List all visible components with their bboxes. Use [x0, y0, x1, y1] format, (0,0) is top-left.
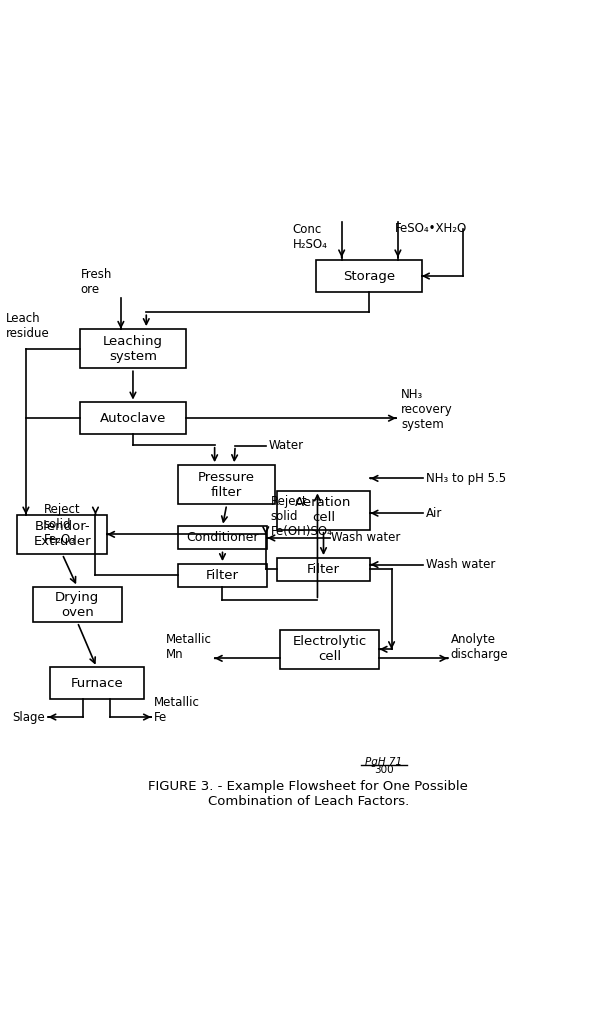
Text: Metallic
Mn: Metallic Mn [165, 633, 212, 661]
Text: Blendor-
Extruder: Blendor- Extruder [33, 520, 91, 548]
FancyBboxPatch shape [33, 587, 122, 622]
Text: Conditioner: Conditioner [186, 531, 259, 545]
Text: Fresh
ore: Fresh ore [81, 268, 112, 296]
Text: Reject
solid
Fe₂O₃: Reject solid Fe₂O₃ [44, 504, 80, 547]
Text: Wash water: Wash water [426, 558, 496, 571]
Text: NH₃
recovery
system: NH₃ recovery system [401, 387, 453, 431]
Text: Drying
oven: Drying oven [55, 590, 100, 619]
Text: Conc
H₂SO₄: Conc H₂SO₄ [293, 222, 328, 251]
FancyBboxPatch shape [80, 403, 186, 434]
FancyBboxPatch shape [80, 329, 186, 369]
Text: FIGURE 3. - Example Flowsheet for One Possible
Combination of Leach Factors.: FIGURE 3. - Example Flowsheet for One Po… [148, 781, 468, 809]
Text: Slage: Slage [12, 711, 46, 723]
Text: Autoclave: Autoclave [100, 412, 166, 424]
Text: Water: Water [269, 439, 304, 452]
Text: Metallic
Fe: Metallic Fe [154, 696, 200, 724]
Text: NH₃ to pH 5.5: NH₃ to pH 5.5 [426, 472, 507, 485]
Text: Leach
residue: Leach residue [6, 312, 50, 340]
FancyBboxPatch shape [178, 466, 275, 505]
FancyBboxPatch shape [280, 629, 379, 668]
Text: Furnace: Furnace [70, 677, 123, 690]
Text: PgH 71: PgH 71 [365, 757, 403, 766]
Text: Storage: Storage [343, 270, 395, 282]
FancyBboxPatch shape [316, 261, 422, 291]
Text: FeSO₄•XH₂O: FeSO₄•XH₂O [395, 221, 467, 235]
Text: Wash water: Wash water [331, 531, 401, 545]
FancyBboxPatch shape [50, 667, 143, 699]
FancyBboxPatch shape [277, 558, 370, 581]
Text: Reject
solid
Fe(OH)SO₄: Reject solid Fe(OH)SO₄ [271, 495, 333, 538]
Text: 300: 300 [374, 764, 394, 775]
Text: Air: Air [426, 507, 443, 520]
Text: Anolyte
discharge: Anolyte discharge [451, 633, 508, 661]
Text: Aeration
cell: Aeration cell [295, 496, 352, 524]
FancyBboxPatch shape [277, 490, 370, 529]
Text: Leaching
system: Leaching system [103, 335, 163, 363]
FancyBboxPatch shape [178, 526, 268, 549]
Text: Filter: Filter [307, 563, 340, 576]
FancyBboxPatch shape [178, 564, 268, 587]
Text: Pressure
filter: Pressure filter [198, 471, 255, 499]
FancyBboxPatch shape [17, 515, 107, 554]
Text: Electrolytic
cell: Electrolytic cell [292, 636, 367, 663]
Text: Filter: Filter [206, 569, 239, 582]
